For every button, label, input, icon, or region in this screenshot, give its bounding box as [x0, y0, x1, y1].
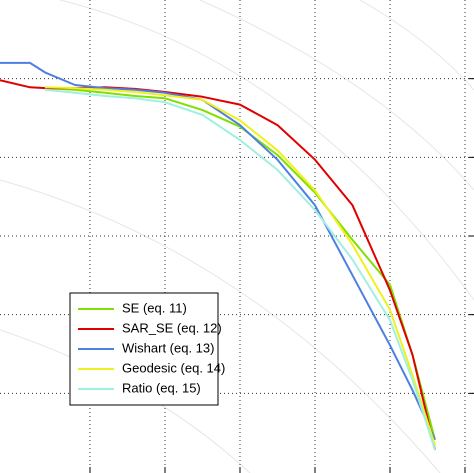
series-line [44, 88, 436, 451]
series-line [44, 86, 436, 446]
legend-label: Wishart (eq. 13) [122, 340, 214, 355]
legend: SE (eq. 11) SAR_SE (eq. 12) Wishart (eq. 1… [69, 292, 225, 406]
lines [0, 61, 436, 451]
legend-label: Geodesic (eq. 14) [122, 360, 225, 375]
legend-label: SAR_SE (eq. 12) [122, 320, 222, 335]
series-line [44, 87, 436, 440]
legend-label: SE (eq. 11) [122, 300, 187, 315]
legend-label: Ratio (eq. 15) [122, 380, 201, 395]
